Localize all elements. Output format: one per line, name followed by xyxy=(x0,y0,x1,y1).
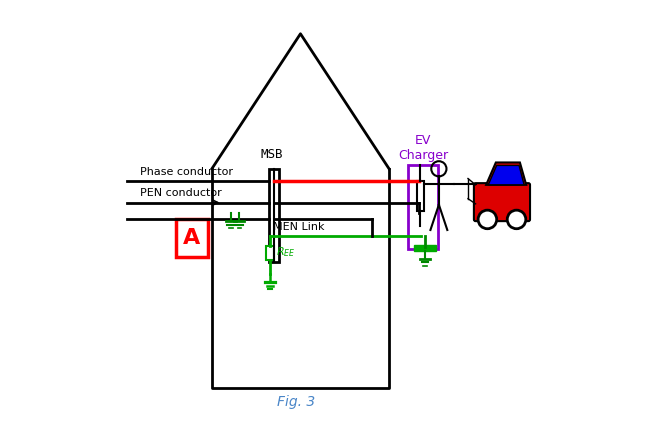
Circle shape xyxy=(508,210,526,229)
Text: A: A xyxy=(183,228,201,249)
FancyArrowPatch shape xyxy=(213,200,218,205)
Text: $R_{EE}$: $R_{EE}$ xyxy=(276,245,296,259)
Bar xyxy=(269,169,279,262)
Text: MEN Link: MEN Link xyxy=(273,222,325,232)
Bar xyxy=(266,246,274,260)
Bar xyxy=(176,219,208,257)
Polygon shape xyxy=(488,165,524,185)
Circle shape xyxy=(478,210,497,229)
Bar xyxy=(408,165,438,249)
Text: Fig. 3: Fig. 3 xyxy=(277,395,315,409)
Bar xyxy=(416,181,424,211)
Text: MSB: MSB xyxy=(260,148,283,161)
Bar xyxy=(414,245,436,251)
FancyBboxPatch shape xyxy=(474,183,530,221)
Text: Phase conductor: Phase conductor xyxy=(140,167,233,177)
Polygon shape xyxy=(486,162,526,185)
Text: EV
Charger: EV Charger xyxy=(398,135,448,162)
Text: PEN conductor: PEN conductor xyxy=(140,188,222,198)
